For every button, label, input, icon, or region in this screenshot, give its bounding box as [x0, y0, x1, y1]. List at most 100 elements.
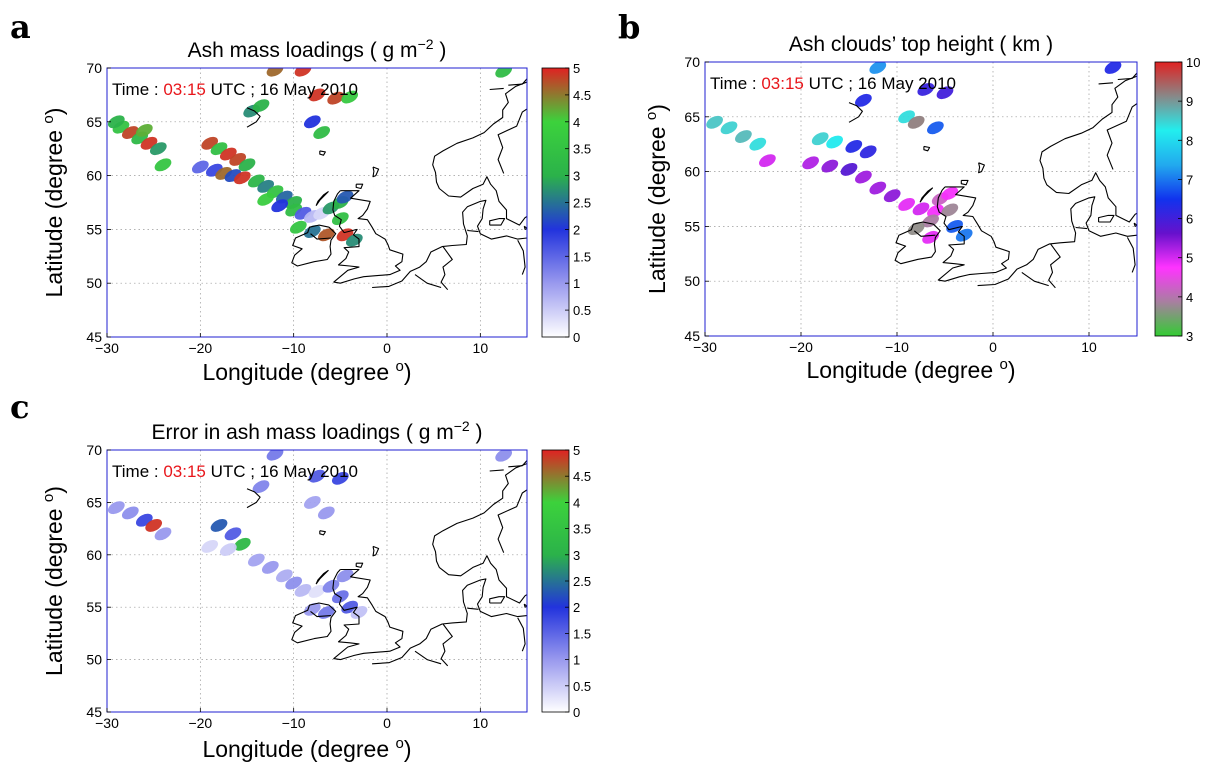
x-tick-label: −20	[789, 339, 813, 355]
time-value: 03:15	[163, 80, 206, 99]
x-tick-label: −10	[885, 339, 909, 355]
y-tick-label: 50	[86, 652, 102, 668]
time-suffix: UTC ; 16 May 2010	[804, 74, 956, 93]
coastline	[372, 578, 527, 665]
y-tick-label: 65	[86, 494, 102, 510]
x-tick-label: 10	[473, 715, 489, 731]
coastline	[1098, 214, 1115, 223]
y-tick-label: 45	[86, 329, 102, 345]
data-point	[317, 506, 335, 520]
data-point	[266, 68, 284, 77]
time-suffix: UTC ; 16 May 2010	[206, 462, 358, 481]
colorbar-tick-label: 8	[1186, 133, 1193, 148]
data-point	[941, 203, 959, 217]
coastline	[919, 187, 934, 203]
data-point	[154, 158, 172, 172]
y-tick-label: 60	[684, 164, 700, 180]
y-axis-label: Latitude (degree o)	[40, 108, 67, 298]
x-tick-label: 10	[1081, 339, 1097, 355]
title-superscript: −2	[454, 418, 470, 434]
panel-letter-c: c	[10, 388, 29, 426]
data-point	[154, 527, 172, 541]
coastline	[848, 102, 863, 123]
data-point	[907, 115, 925, 129]
coastline	[467, 607, 479, 610]
data-point	[859, 145, 877, 159]
data-point	[802, 156, 819, 170]
data-point	[927, 204, 944, 218]
map-content	[107, 68, 527, 291]
title-suffix: )	[434, 39, 447, 62]
coastline	[508, 460, 527, 468]
data-point	[107, 115, 125, 129]
coastline	[894, 221, 941, 265]
time-annotation: Time : 03:15 UTC ; 16 May 2010	[710, 74, 956, 93]
coastline	[1126, 237, 1136, 273]
coastline	[440, 623, 453, 667]
title-suffix: )	[470, 421, 483, 444]
coastline	[319, 150, 326, 156]
coastline	[1098, 82, 1114, 85]
data-point	[233, 171, 251, 185]
data-point	[917, 82, 935, 96]
time-label: Time :	[710, 74, 761, 93]
data-point	[331, 471, 349, 485]
colorbar-tick-label: 3.5	[573, 522, 591, 537]
data-point	[855, 170, 872, 184]
data-point	[759, 154, 776, 168]
coastline	[432, 81, 527, 226]
coastline	[1075, 226, 1088, 230]
coastline	[1106, 103, 1137, 170]
data-point	[201, 539, 219, 553]
data-point	[869, 181, 887, 195]
coastline	[332, 190, 404, 284]
data-point	[308, 585, 326, 598]
coastline	[497, 108, 527, 174]
x-tick-label: −20	[188, 340, 212, 356]
colorbar-tick-label: 5	[573, 443, 580, 458]
data-point	[883, 189, 901, 203]
data-point	[294, 583, 312, 597]
data-point	[735, 130, 752, 143]
colorbar-tick-label: 1.5	[573, 249, 591, 264]
data-point	[907, 222, 925, 236]
data-point	[271, 199, 289, 213]
coastline	[978, 162, 985, 174]
chart-title: Error in ash mass loadings ( g m−2 )	[151, 418, 482, 444]
coastline	[517, 617, 526, 652]
coastline	[497, 489, 527, 553]
y-axis-label: Latitude (degree o)	[40, 486, 67, 676]
x-tick-label: 0	[383, 715, 391, 731]
coastline	[372, 166, 380, 178]
colorbar	[542, 68, 569, 337]
y-tick-label: 60	[86, 547, 102, 563]
colorbar-tick-label: 5	[573, 61, 580, 76]
data-point	[303, 602, 321, 616]
panel-letter-a: a	[10, 8, 31, 46]
coastline	[489, 469, 504, 472]
coastline	[355, 183, 364, 190]
coastline	[246, 488, 261, 509]
x-tick-label: −20	[188, 715, 212, 731]
title-main: Ash mass loadings ( g m	[188, 39, 418, 62]
chart-title: Ash mass loadings ( g m−2 )	[188, 36, 447, 62]
time-annotation: Time : 03:15 UTC ; 16 May 2010	[112, 80, 358, 99]
x-tick-label: −10	[282, 715, 306, 731]
coastline	[315, 569, 329, 585]
y-tick-label: 70	[86, 442, 102, 458]
colorbar-tick-label: 2	[573, 222, 580, 237]
colorbar	[1155, 62, 1182, 336]
x-tick-label: 0	[989, 339, 997, 355]
data-point	[145, 519, 163, 532]
time-annotation: Time : 03:15 UTC ; 16 May 2010	[112, 462, 358, 481]
data-point	[294, 68, 312, 77]
data-point	[869, 62, 887, 74]
data-point	[285, 576, 303, 590]
data-point	[706, 115, 723, 129]
data-point	[219, 543, 237, 556]
colorbar-tick-label: 2.5	[573, 196, 591, 211]
data-point	[898, 198, 915, 211]
data-point	[121, 506, 139, 520]
coastline	[523, 225, 527, 230]
time-label: Time :	[112, 462, 163, 481]
